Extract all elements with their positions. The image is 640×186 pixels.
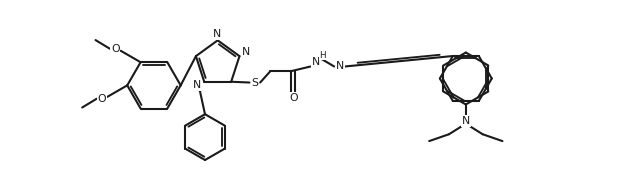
Text: O: O (289, 93, 298, 103)
Text: N: N (461, 116, 470, 126)
Text: N: N (213, 29, 221, 39)
Text: N: N (336, 62, 344, 71)
Text: N: N (241, 47, 250, 57)
Text: O: O (98, 94, 106, 104)
Text: N: N (193, 80, 202, 90)
Text: H: H (319, 51, 326, 60)
Text: O: O (111, 44, 120, 54)
Text: N: N (312, 57, 321, 67)
Text: S: S (252, 78, 259, 88)
